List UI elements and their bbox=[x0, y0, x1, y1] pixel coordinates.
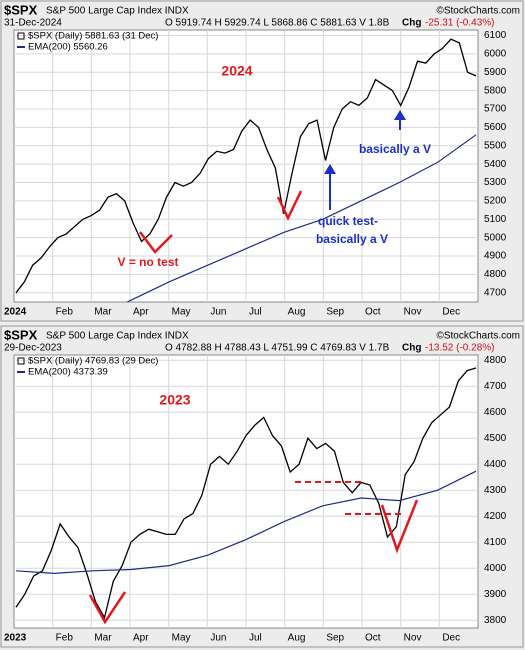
annotation: quick test- bbox=[318, 214, 378, 228]
y-tick-label: 4200 bbox=[484, 511, 507, 522]
y-tick-label: 5500 bbox=[484, 140, 507, 151]
x-tick-label: Jun bbox=[210, 633, 226, 644]
annotation: basically a V bbox=[359, 142, 431, 156]
x-tick-label: Feb bbox=[56, 307, 74, 318]
title: $SPX bbox=[4, 2, 38, 17]
x-tick-label: Apr bbox=[133, 633, 149, 644]
ema-line bbox=[125, 134, 477, 302]
x-tick-label: Aug bbox=[288, 633, 306, 644]
y-tick-label: 4100 bbox=[484, 537, 507, 548]
date: 31-Dec-2024 bbox=[4, 18, 62, 29]
y-tick-label: 4500 bbox=[484, 433, 507, 444]
y-tick-label: 6000 bbox=[484, 49, 507, 60]
x-tick-label: Jun bbox=[210, 307, 226, 318]
series-group bbox=[15, 367, 477, 620]
y-tick-label: 3900 bbox=[484, 589, 507, 600]
y-tick-label: 4800 bbox=[484, 269, 507, 280]
title: $SPX bbox=[4, 327, 38, 342]
legend-swatch bbox=[17, 357, 25, 365]
v-shape bbox=[88, 591, 127, 625]
y-tick-label: 5000 bbox=[484, 232, 507, 243]
v-shape bbox=[276, 190, 303, 221]
y-tick-label: 4700 bbox=[484, 287, 507, 298]
x-tick-label: Nov bbox=[404, 633, 422, 644]
change-label: Chg bbox=[402, 343, 421, 354]
y-tick-label: 5100 bbox=[484, 214, 507, 225]
y-tick-label: 5400 bbox=[484, 159, 507, 170]
x-tick-label: Jul bbox=[249, 307, 262, 318]
x-tick-label: 2023 bbox=[4, 633, 27, 644]
x-tick-label: May bbox=[172, 307, 191, 318]
x-tick-label: Mar bbox=[94, 307, 112, 318]
y-tick-label: 4900 bbox=[484, 251, 507, 262]
subtitle: S&P 500 Large Cap Index INDX bbox=[46, 331, 189, 342]
y-tick-label: 4400 bbox=[484, 459, 507, 470]
arrow-head bbox=[324, 164, 336, 174]
annotation: V = no test bbox=[117, 255, 178, 269]
x-tick-label: Sep bbox=[326, 307, 344, 318]
x-tick-label: Oct bbox=[365, 307, 381, 318]
y-tick-label: 5700 bbox=[484, 104, 507, 115]
arrow-head bbox=[394, 110, 406, 120]
y-tick-label: 5900 bbox=[484, 67, 507, 78]
legend-label: $SPX (Daily) 5881.63 (31 Dec) bbox=[28, 31, 158, 42]
y-tick-label: 4600 bbox=[484, 407, 507, 418]
y-tick-label: 5800 bbox=[484, 85, 507, 96]
change: -25.31 (-0.43%) bbox=[425, 18, 494, 29]
date: 29-Dec-2023 bbox=[4, 343, 62, 354]
y-tick-label: 4000 bbox=[484, 563, 507, 574]
x-tick-label: Aug bbox=[288, 307, 306, 318]
y-tick-label: 3800 bbox=[484, 615, 507, 626]
x-tick-label: Dec bbox=[442, 633, 460, 644]
x-tick-label: Mar bbox=[94, 633, 112, 644]
source: ©StockCharts.com bbox=[436, 331, 520, 342]
y-tick-label: 5300 bbox=[484, 177, 507, 188]
x-tick-label: 2024 bbox=[4, 307, 27, 318]
x-tick-label: Jul bbox=[249, 633, 262, 644]
price-line bbox=[15, 367, 477, 620]
series-group bbox=[15, 38, 477, 302]
legend-label: $SPX (Daily) 4769.83 (29 Dec) bbox=[28, 356, 158, 367]
annotation: 2024 bbox=[221, 63, 252, 79]
x-tick-label: May bbox=[172, 633, 191, 644]
annotation: basically a V bbox=[316, 232, 388, 246]
v-shape bbox=[139, 231, 173, 254]
x-tick-label: Dec bbox=[442, 307, 460, 318]
y-tick-label: 6100 bbox=[484, 30, 507, 41]
legend-label: EMA(200) 4373.39 bbox=[28, 367, 108, 378]
y-tick-label: 4700 bbox=[484, 381, 507, 392]
legend-swatch bbox=[17, 32, 25, 40]
v-shape bbox=[380, 499, 419, 554]
y-tick-label: 5600 bbox=[484, 122, 507, 133]
source: ©StockCharts.com bbox=[436, 6, 520, 17]
change-label: Chg bbox=[402, 18, 421, 29]
ema-line bbox=[15, 470, 477, 575]
x-tick-label: Nov bbox=[404, 307, 422, 318]
annotation: 2023 bbox=[159, 392, 190, 408]
x-tick-label: Oct bbox=[365, 633, 381, 644]
x-tick-label: Sep bbox=[326, 633, 344, 644]
y-tick-label: 5200 bbox=[484, 196, 507, 207]
quote: O 4782.88 H 4788.43 L 4751.99 C 4769.83 … bbox=[165, 343, 390, 354]
change: -13.52 (-0.28%) bbox=[425, 343, 494, 354]
legend-label: EMA(200) 5560.26 bbox=[28, 42, 108, 53]
quote: O 5919.74 H 5929.74 L 5868.86 C 5881.63 … bbox=[165, 18, 390, 29]
x-tick-label: Feb bbox=[56, 633, 74, 644]
y-tick-label: 4800 bbox=[484, 355, 507, 366]
subtitle: S&P 500 Large Cap Index INDX bbox=[46, 6, 189, 17]
y-tick-label: 4300 bbox=[484, 485, 507, 496]
price-line bbox=[15, 38, 477, 294]
x-tick-label: Apr bbox=[133, 307, 149, 318]
